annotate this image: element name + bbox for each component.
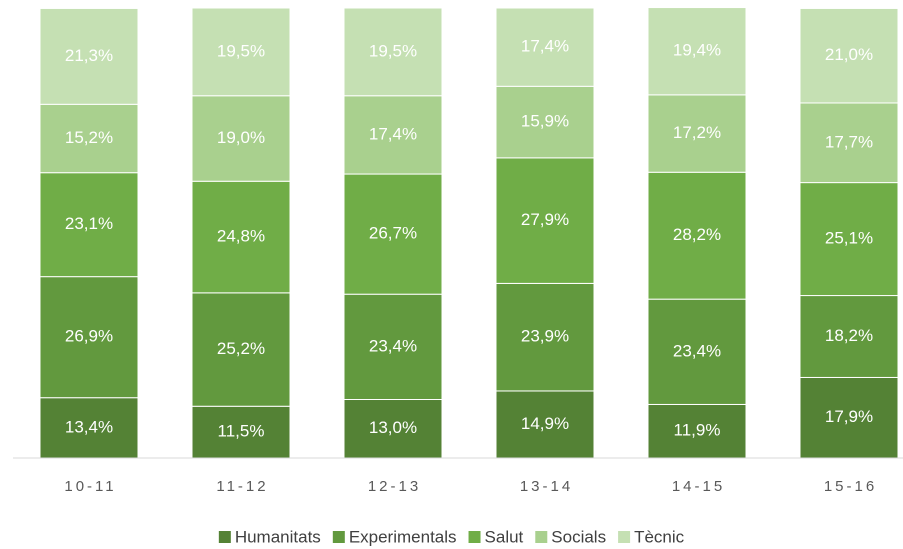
legend-swatch xyxy=(618,531,631,543)
data-label: 11,9% xyxy=(674,421,721,440)
x-tick-label: 12-13 xyxy=(368,478,421,495)
data-label: 25,1% xyxy=(825,229,873,248)
bar-segment xyxy=(343,293,443,401)
data-label: 17,4% xyxy=(369,124,417,143)
data-label: 13,0% xyxy=(369,418,417,437)
bar-segment xyxy=(39,7,139,105)
data-label: 11,5% xyxy=(218,422,265,441)
data-label: 21,3% xyxy=(65,46,113,65)
legend-label: Socials xyxy=(551,527,606,546)
bar-segment xyxy=(495,85,595,159)
x-tick-label: 14-15 xyxy=(672,478,725,495)
data-label: 17,4% xyxy=(521,37,569,56)
data-label: 27,9% xyxy=(521,210,569,229)
legend-swatch xyxy=(218,531,231,543)
bar-segment xyxy=(799,7,899,104)
x-tick-label: 11-12 xyxy=(216,478,268,495)
bar-segment xyxy=(39,103,139,174)
data-label: 23,4% xyxy=(369,336,417,355)
bar-segment xyxy=(39,397,139,459)
legend-label: Humanitats xyxy=(235,527,321,546)
data-label: 26,9% xyxy=(65,327,113,346)
legend-swatch xyxy=(535,531,548,543)
data-label: 14,9% xyxy=(521,414,569,433)
data-label: 19,0% xyxy=(217,128,265,147)
legend-label: Tècnic xyxy=(634,527,685,546)
data-label: 26,7% xyxy=(369,224,417,243)
bar-segment xyxy=(647,7,747,96)
bar-segment xyxy=(191,180,291,294)
x-tick-label: 13-14 xyxy=(520,478,573,495)
data-label: 25,2% xyxy=(217,339,265,358)
legend-label: Salut xyxy=(485,527,524,546)
bar-segment xyxy=(495,390,595,459)
bar-segment xyxy=(495,157,595,284)
data-label: 19,5% xyxy=(217,41,265,60)
bar-segment xyxy=(799,102,899,184)
data-label: 15,9% xyxy=(521,112,569,131)
data-label: 23,9% xyxy=(521,327,569,346)
bar-segment xyxy=(799,295,899,378)
bar-segment xyxy=(191,7,291,97)
bar-segment xyxy=(343,173,443,295)
bar-segment xyxy=(495,282,595,392)
bar-segment xyxy=(799,182,899,297)
data-label: 15,2% xyxy=(65,128,113,147)
data-label: 19,5% xyxy=(369,41,417,60)
data-label: 18,2% xyxy=(825,326,873,345)
bar-segment xyxy=(191,95,291,182)
data-label: 13,4% xyxy=(65,417,113,436)
bar-segment xyxy=(191,292,291,407)
data-label: 17,2% xyxy=(673,123,721,142)
legend-label: Experimentals xyxy=(349,527,457,546)
x-tick-label: 10-11 xyxy=(64,478,116,495)
bar-segment xyxy=(39,276,139,399)
bar-segment xyxy=(343,7,443,97)
data-label: 19,4% xyxy=(673,41,721,60)
data-label: 28,2% xyxy=(673,225,721,244)
data-label: 23,4% xyxy=(673,341,721,360)
bar-segment xyxy=(799,376,899,459)
bar-segment xyxy=(495,7,595,87)
bar-segment xyxy=(647,403,747,459)
bar-segment xyxy=(647,171,747,300)
data-label: 23,1% xyxy=(65,214,113,233)
legend-swatch xyxy=(332,531,345,543)
legend-swatch xyxy=(468,531,481,543)
data-label: 17,7% xyxy=(825,132,873,151)
bar-segment xyxy=(191,405,291,459)
bar-segment xyxy=(343,399,443,459)
x-tick-label: 15-16 xyxy=(824,478,877,495)
data-label: 17,9% xyxy=(825,407,873,426)
bar-segment xyxy=(647,94,747,173)
data-label: 21,0% xyxy=(825,45,873,64)
data-label: 24,8% xyxy=(217,227,265,246)
